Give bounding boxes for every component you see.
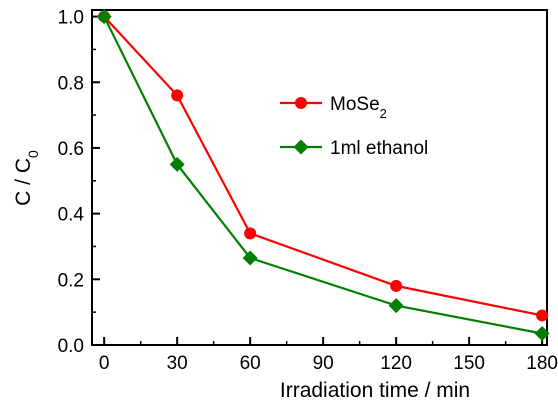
- data-point-ethanol: [534, 326, 550, 342]
- data-point-ethanol: [388, 298, 404, 314]
- legend-marker-diamond: [293, 139, 309, 155]
- legend-marker-circle: [295, 97, 307, 109]
- plot-frame: [91, 9, 548, 346]
- legend-item-ethanol: 1ml ethanol: [280, 138, 428, 159]
- data-point-ethanol: [242, 250, 258, 266]
- y-tick-label: 0.8: [58, 73, 84, 94]
- y-tick-label: 0.0: [58, 336, 84, 357]
- y-axis-title-main: C / C: [12, 158, 35, 206]
- data-point-mose2: [244, 227, 257, 240]
- y-tick-label: 0.4: [58, 205, 85, 226]
- legend: MoSe2 1ml ethanol: [280, 94, 428, 159]
- y-tick-label: 1.0: [58, 8, 84, 29]
- series-mose2: [98, 10, 549, 322]
- x-tick-label: 60: [240, 353, 261, 374]
- series-layer: [96, 9, 550, 342]
- x-tick-label: 180: [526, 353, 558, 374]
- x-axis-ticks: 0 30 60 90 120 150 180: [99, 337, 558, 374]
- x-tick-label: 150: [453, 353, 485, 374]
- legend-label-ethanol: 1ml ethanol: [330, 138, 428, 159]
- y-axis-title-sub: 0: [25, 150, 41, 158]
- x-tick-label: 120: [380, 353, 412, 374]
- data-point-mose2: [536, 309, 549, 322]
- y-axis-title: C / C0: [12, 150, 41, 206]
- data-point-ethanol: [169, 156, 185, 172]
- data-point-ethanol: [96, 9, 112, 25]
- y-tick-label: 0.2: [58, 270, 84, 291]
- legend-item-mose2: MoSe2: [280, 94, 387, 121]
- series-line-ethanol: [103, 16, 543, 335]
- y-axis-ticks: 0.0 0.2 0.4 0.6 0.8 1.0: [58, 8, 100, 357]
- series-ethanol: [96, 9, 550, 342]
- x-tick-label: 0: [99, 353, 110, 374]
- legend-label-mose2: MoSe2: [330, 94, 387, 121]
- x-tick-label: 30: [167, 353, 188, 374]
- series-line-mose2: [103, 15, 543, 317]
- y-tick-label: 0.6: [58, 139, 84, 160]
- data-point-mose2: [390, 279, 403, 292]
- x-tick-label: 90: [313, 353, 334, 374]
- x-axis-title: Irradiation time / min: [280, 379, 470, 402]
- data-point-mose2: [171, 89, 184, 102]
